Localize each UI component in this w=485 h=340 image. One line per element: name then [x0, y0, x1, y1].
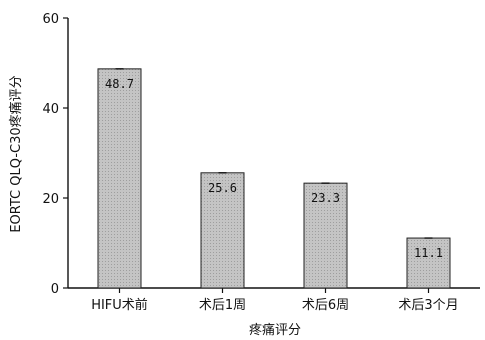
x-tick-label: 术后3个月 [398, 298, 458, 313]
y-tick-label: 0 [51, 282, 59, 297]
x-axis-title: 疼痛评分 [249, 322, 301, 338]
bar [406, 237, 451, 289]
data-label: 23.3 [311, 191, 340, 205]
x-tick-label: 术后6周 [302, 298, 349, 313]
y-axis-title: EORTC QLQ-C30疼痛评分 [8, 75, 24, 232]
data-label: 48.7 [105, 77, 134, 91]
bar [97, 68, 142, 289]
y-tick-label: 60 [42, 12, 59, 27]
data-label: 11.1 [414, 246, 443, 260]
data-label: 25.6 [208, 181, 237, 195]
bars [97, 68, 451, 289]
labels: 0 20 40 60 HIFU术前 48.7 术后1周 25.6 术后6周 23.3 术后3个月 11… [42, 12, 458, 313]
x-tick-label: HIFU术前 [91, 297, 148, 313]
x-tick-label: 术后1周 [199, 298, 246, 313]
bar [200, 172, 245, 289]
y-tick-label: 40 [42, 102, 59, 117]
y-tick-label: 20 [42, 192, 59, 207]
